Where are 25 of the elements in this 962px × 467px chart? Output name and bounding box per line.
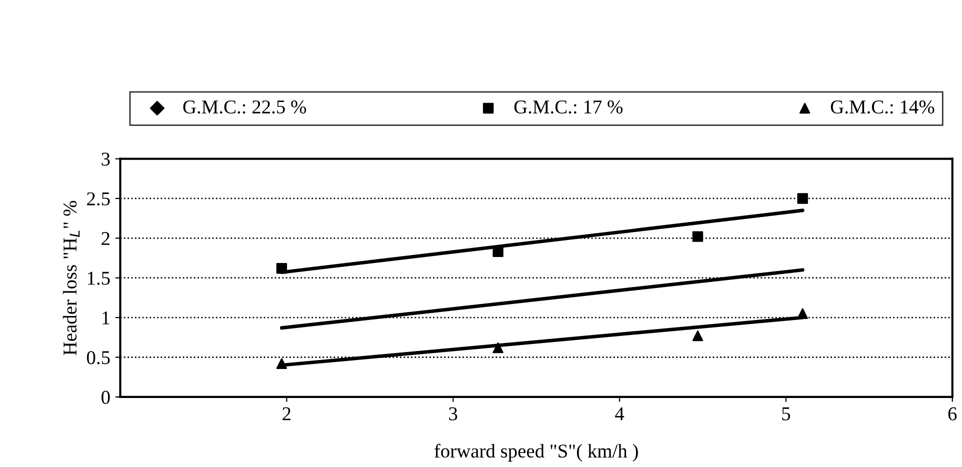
point: [797, 193, 808, 204]
x-tick-label: 3: [449, 407, 458, 420]
x-tick-label: 4: [615, 407, 624, 420]
point: [276, 358, 288, 369]
x-axis-title: forward speed "S"( km/h ): [434, 444, 638, 462]
point: [276, 262, 288, 274]
y-tick-label: 0: [102, 390, 110, 404]
x-tick-label: 5: [782, 407, 790, 420]
y-tick-label: 2.5: [87, 192, 110, 206]
x-tick-label: 6: [948, 407, 957, 420]
point: [797, 308, 808, 319]
legend-label: G.M.C.: 14%: [830, 100, 934, 114]
point: [492, 342, 504, 354]
y-axis-title: Header loss "H$_{L}$" %: [62, 200, 80, 356]
point: [692, 231, 704, 242]
y-tick-label: 1: [102, 311, 110, 324]
y-tick-label: 2: [102, 232, 110, 245]
y-tick-label: 1.5: [88, 272, 110, 285]
y-tick-label: 0.5: [86, 351, 110, 364]
legend-label: G.M.C.: 22.5 %: [183, 100, 306, 114]
point: [492, 246, 504, 258]
y-tick-label: 3: [102, 152, 110, 166]
legend-label: G.M.C.: 17 %: [514, 100, 623, 114]
point: [692, 330, 704, 342]
x-tick-label: 2: [282, 407, 290, 420]
